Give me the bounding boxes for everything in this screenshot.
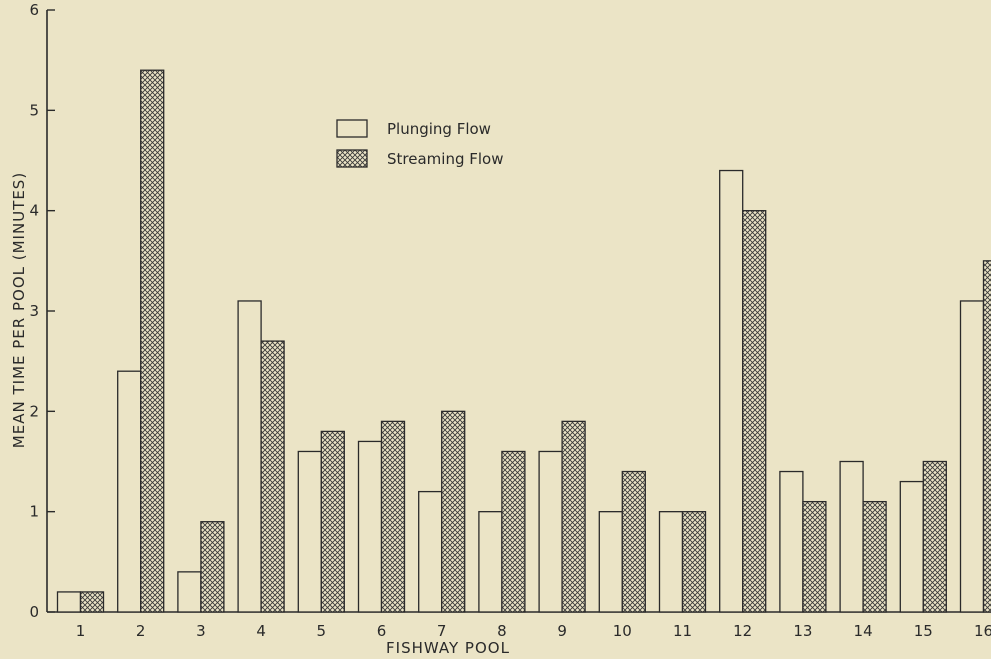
bar-plain-pool-5 — [297, 450, 322, 613]
y-axis-label: MEAN TIME PER POOL (MINUTES) — [10, 172, 28, 448]
bar-plain-pool-9 — [538, 450, 563, 613]
x-tick-label: 16 — [974, 622, 991, 640]
x-axis-label: FISHWAY POOL — [386, 639, 510, 657]
bar-plain-pool-8 — [478, 511, 503, 613]
x-tick-label: 5 — [317, 622, 327, 640]
legend-swatch-plain — [336, 119, 368, 138]
y-tick-label: 6 — [29, 1, 39, 19]
bar-crosshatch-pool-9 — [561, 420, 586, 613]
bar-crosshatch-pool-8 — [501, 450, 526, 613]
x-tick-label: 13 — [793, 622, 812, 640]
bar-plain-pool-10 — [598, 511, 623, 613]
bar-plain-pool-4 — [237, 300, 262, 613]
x-tick-label: 14 — [854, 622, 873, 640]
legend-label: Streaming Flow — [387, 150, 503, 168]
y-tick-label: 4 — [29, 202, 39, 220]
bar-plain-pool-11 — [658, 511, 684, 613]
x-tick-label: 8 — [497, 622, 507, 640]
x-tick-label: 11 — [673, 622, 692, 640]
bar-plain-pool-1 — [56, 591, 82, 613]
bar-plain-pool-16 — [959, 300, 985, 613]
bar-crosshatch-pool-7 — [441, 410, 466, 613]
bar-crosshatch-pool-2 — [140, 69, 165, 613]
legend-swatch-crosshatch — [336, 149, 368, 168]
x-tick-label: 6 — [377, 622, 387, 640]
x-tick-label: 12 — [733, 622, 752, 640]
x-tick-label: 9 — [557, 622, 567, 640]
x-tick-label: 3 — [196, 622, 206, 640]
bar-crosshatch-pool-1 — [79, 591, 105, 613]
bar-crosshatch-pool-10 — [621, 470, 646, 613]
bar-plain-pool-15 — [899, 480, 924, 613]
x-tick-label: 1 — [76, 622, 86, 640]
x-tick-label: 4 — [256, 622, 266, 640]
y-tick-label: 1 — [29, 503, 39, 521]
bar-crosshatch-pool-4 — [260, 340, 285, 613]
bar-plain-pool-13 — [779, 470, 804, 613]
bars — [56, 69, 991, 613]
bar-plain-pool-3 — [177, 571, 202, 613]
bar-crosshatch-pool-13 — [802, 500, 827, 613]
bar-plain-pool-6 — [357, 440, 383, 613]
bar-plain-pool-14 — [839, 460, 864, 613]
x-tick-label: 10 — [613, 622, 632, 640]
bar-crosshatch-pool-6 — [380, 420, 406, 613]
bar-crosshatch-pool-3 — [200, 521, 225, 613]
bar-crosshatch-pool-14 — [862, 500, 887, 613]
bar-crosshatch-pool-16 — [982, 260, 991, 613]
x-tick-label: 2 — [136, 622, 146, 640]
bar-crosshatch-pool-5 — [320, 430, 345, 613]
x-tick-label: 15 — [914, 622, 933, 640]
bar-crosshatch-pool-12 — [742, 210, 767, 613]
y-tick-label: 3 — [29, 302, 39, 320]
x-tick-label: 7 — [437, 622, 447, 640]
bar-plain-pool-2 — [117, 370, 142, 613]
y-tick-label: 0 — [29, 603, 39, 621]
bar-crosshatch-pool-15 — [922, 460, 947, 613]
bar-plain-pool-12 — [719, 169, 744, 613]
legend: Plunging Flow Streaming Flow — [336, 119, 503, 168]
legend-label: Plunging Flow — [387, 120, 491, 138]
bar-plain-pool-7 — [418, 490, 443, 613]
y-tick-label: 2 — [29, 402, 39, 420]
bar-crosshatch-pool-11 — [681, 511, 707, 613]
y-tick-label: 5 — [29, 101, 39, 119]
